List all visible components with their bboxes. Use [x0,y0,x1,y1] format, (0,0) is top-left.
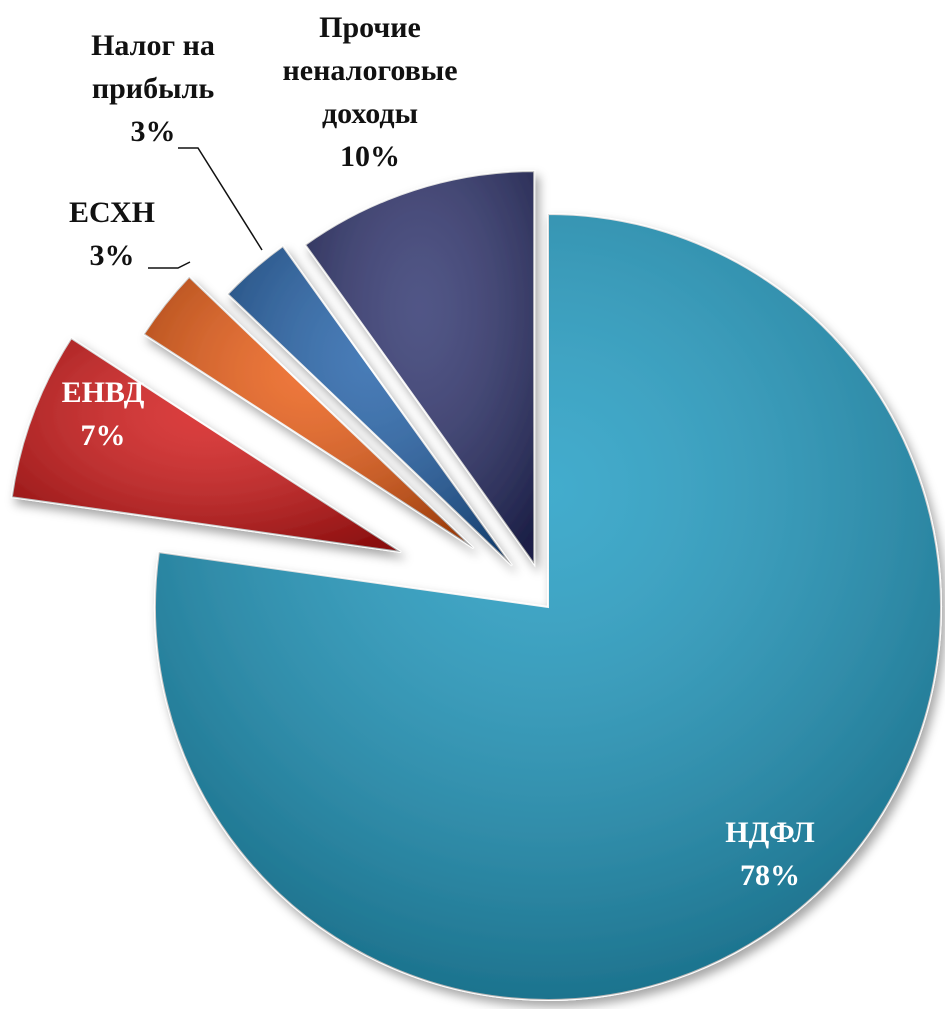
category-label: НДФЛ [725,816,814,849]
value-label: 3% [131,115,176,148]
value-label: 10% [340,140,400,173]
category-label: Налог на прибыль [91,29,215,105]
category-label: ЕНВД [62,376,145,409]
category-label: ЕСХН [69,196,155,229]
leader-line [148,261,191,269]
value-label: 7% [81,419,126,452]
value-label: 78% [740,859,800,892]
slices [10,170,942,1001]
category-label: Прочие неналоговые доходы [282,11,457,130]
labels: НДФЛ 78% ЕНВД 7% ЕСХН 3% Налог на прибыль 3% Проч… [62,11,815,892]
leader-line [178,147,263,251]
value-label: 3% [90,239,135,272]
